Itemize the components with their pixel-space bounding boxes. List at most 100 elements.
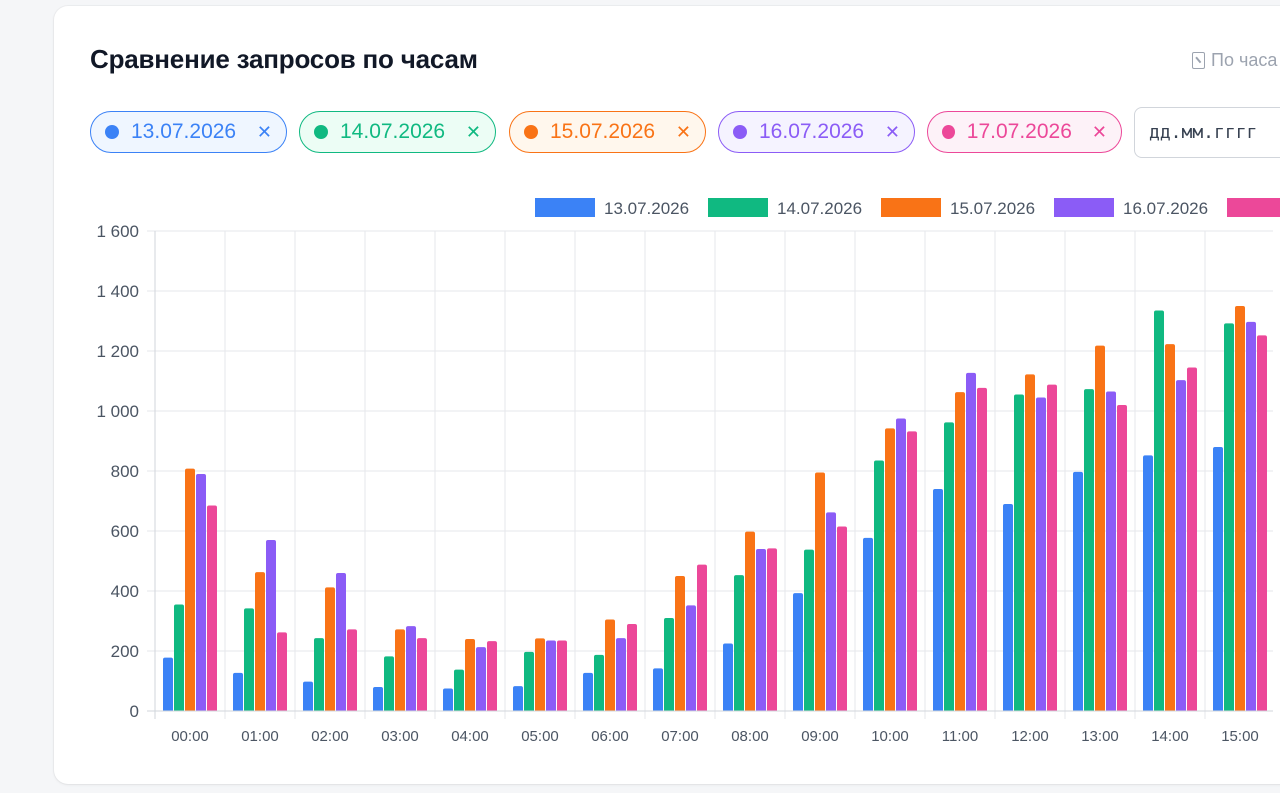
bar-15.07.2026-00:00: [185, 468, 195, 711]
bar-15.07.2026-10:00: [885, 428, 895, 711]
bar-17.07.2026-02:00: [347, 629, 357, 711]
bar-17.07.2026-04:00: [487, 641, 497, 711]
y-tick-label: 1 200: [96, 342, 139, 361]
bar-16.07.2026-05:00: [546, 640, 556, 711]
bar-17.07.2026-06:00: [627, 624, 637, 711]
x-tick-label: 15:00: [1221, 728, 1259, 745]
bar-15.07.2026-01:00: [255, 572, 265, 711]
bar-13.07.2026-10:00: [863, 537, 873, 711]
x-tick-label: 11:00: [942, 728, 978, 745]
bar-16.07.2026-07:00: [686, 605, 696, 711]
bar-14.07.2026-04:00: [454, 669, 464, 711]
close-icon[interactable]: ✕: [1091, 121, 1107, 142]
bar-17.07.2026-09:00: [837, 526, 847, 711]
bar-17.07.2026-05:00: [557, 640, 567, 711]
bar-17.07.2026-14:00: [1187, 367, 1197, 711]
y-tick-label: 1 000: [96, 402, 139, 421]
bar-15.07.2026-07:00: [675, 576, 685, 711]
date-chip[interactable]: 17.07.2026 ✕: [927, 111, 1122, 153]
date-input[interactable]: [1134, 107, 1280, 158]
legend-label: 14.07.2026: [777, 199, 862, 218]
bar-14.07.2026-10:00: [874, 460, 884, 711]
bar-15.07.2026-05:00: [535, 638, 545, 711]
bar-13.07.2026-08:00: [723, 643, 733, 711]
chip-color-dot: [105, 125, 119, 139]
bar-16.07.2026-09:00: [826, 512, 836, 711]
bar-14.07.2026-03:00: [384, 656, 394, 711]
chart-axes: 0 200 400 600 800 1 000 1 200 1 400 1 600 00:00 01…: [96, 222, 1273, 745]
close-icon[interactable]: ✕: [465, 121, 481, 142]
chip-color-dot: [733, 125, 747, 139]
chip-label: 17.07.2026: [966, 120, 1072, 143]
bar-13.07.2026-13:00: [1073, 471, 1083, 711]
bar-17.07.2026-00:00: [207, 505, 217, 711]
bar-14.07.2026-01:00: [244, 608, 254, 711]
bar-16.07.2026-11:00: [966, 372, 976, 711]
bar-16.07.2026-01:00: [266, 540, 276, 711]
bar-17.07.2026-10:00: [907, 431, 917, 711]
chart-bars: [163, 306, 1267, 711]
bar-16.07.2026-12:00: [1036, 397, 1046, 711]
y-tick-label: 400: [111, 582, 139, 601]
legend-swatch: [1054, 198, 1114, 217]
x-tick-label: 06:00: [591, 728, 629, 745]
bar-17.07.2026-12:00: [1047, 384, 1057, 711]
view-mode-toggle[interactable]: По часа: [1192, 50, 1277, 71]
x-tick-label: 10:00: [871, 728, 909, 745]
bar-16.07.2026-06:00: [616, 638, 626, 711]
bar-13.07.2026-12:00: [1003, 504, 1013, 711]
bar-16.07.2026-15:00: [1246, 321, 1256, 711]
bar-15.07.2026-12:00: [1025, 374, 1035, 711]
page-title: Сравнение запросов по часам: [90, 44, 478, 74]
close-icon[interactable]: ✕: [256, 121, 272, 142]
date-chip[interactable]: 14.07.2026 ✕: [299, 111, 496, 153]
bar-16.07.2026-14:00: [1176, 380, 1186, 711]
bar-16.07.2026-10:00: [896, 418, 906, 711]
bar-13.07.2026-04:00: [443, 688, 453, 711]
bar-13.07.2026-09:00: [793, 593, 803, 711]
chip-label: 13.07.2026: [131, 120, 237, 143]
bar-16.07.2026-00:00: [196, 474, 206, 711]
bar-14.07.2026-07:00: [664, 618, 674, 711]
bar-14.07.2026-14:00: [1154, 310, 1164, 711]
y-tick-label: 800: [111, 462, 139, 481]
bar-13.07.2026-00:00: [163, 657, 173, 711]
x-tick-label: 03:00: [381, 728, 419, 745]
bar-14.07.2026-13:00: [1084, 389, 1094, 711]
x-tick-label: 00:00: [171, 728, 209, 745]
close-icon[interactable]: ✕: [884, 121, 900, 142]
bar-13.07.2026-05:00: [513, 686, 523, 711]
x-tick-label: 08:00: [731, 728, 769, 745]
date-chip[interactable]: 15.07.2026 ✕: [509, 111, 706, 153]
bar-14.07.2026-08:00: [734, 575, 744, 711]
chip-label: 15.07.2026: [550, 120, 656, 143]
bar-13.07.2026-06:00: [583, 672, 593, 711]
y-tick-label: 1 600: [96, 222, 139, 241]
close-icon[interactable]: ✕: [675, 121, 691, 142]
bar-17.07.2026-07:00: [697, 564, 707, 711]
bar-17.07.2026-11:00: [977, 387, 987, 711]
view-mode-label: По часа: [1211, 50, 1278, 70]
bar-15.07.2026-04:00: [465, 639, 475, 711]
bar-14.07.2026-05:00: [524, 651, 534, 711]
bar-14.07.2026-09:00: [804, 549, 814, 711]
date-chip[interactable]: 16.07.2026 ✕: [718, 111, 915, 153]
bar-16.07.2026-02:00: [336, 573, 346, 711]
x-tick-label: 09:00: [801, 728, 839, 745]
bar-14.07.2026-12:00: [1014, 394, 1024, 711]
bar-14.07.2026-15:00: [1224, 323, 1234, 711]
y-tick-label: 600: [111, 522, 139, 541]
bar-14.07.2026-00:00: [174, 604, 184, 711]
bar-15.07.2026-03:00: [395, 629, 405, 711]
y-tick-label: 0: [130, 702, 139, 721]
bar-13.07.2026-03:00: [373, 687, 383, 711]
bar-14.07.2026-02:00: [314, 638, 324, 711]
bar-14.07.2026-06:00: [594, 654, 604, 711]
bar-17.07.2026-08:00: [767, 548, 777, 711]
bar-15.07.2026-06:00: [605, 619, 615, 711]
chip-color-dot: [524, 125, 538, 139]
legend-swatch: [881, 198, 941, 217]
bar-13.07.2026-01:00: [233, 672, 243, 711]
date-chip[interactable]: 13.07.2026 ✕: [90, 111, 287, 153]
